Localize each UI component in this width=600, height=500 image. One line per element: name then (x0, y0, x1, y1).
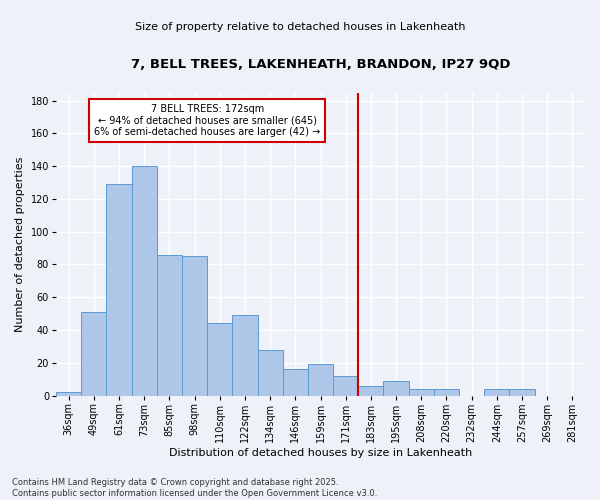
Bar (283, 370, 308, 396)
Bar (484, 389, 509, 396)
Bar (232, 315, 257, 396)
Bar (383, 381, 409, 396)
Bar (333, 376, 358, 396)
Bar (257, 350, 283, 396)
X-axis label: Distribution of detached houses by size in Lakenheath: Distribution of detached houses by size … (169, 448, 472, 458)
Bar (106, 184, 131, 396)
Title: 7, BELL TREES, LAKENHEATH, BRANDON, IP27 9QD: 7, BELL TREES, LAKENHEATH, BRANDON, IP27… (131, 58, 510, 70)
Text: Size of property relative to detached houses in Lakenheath: Size of property relative to detached ho… (135, 22, 465, 32)
Bar (308, 364, 333, 396)
Bar (509, 389, 535, 396)
Bar (81, 312, 106, 396)
Text: Contains HM Land Registry data © Crown copyright and database right 2025.
Contai: Contains HM Land Registry data © Crown c… (12, 478, 377, 498)
Y-axis label: Number of detached properties: Number of detached properties (15, 156, 25, 332)
Bar (157, 254, 182, 396)
Bar (207, 324, 232, 396)
Bar (358, 386, 383, 396)
Bar (434, 389, 459, 396)
Bar (182, 256, 207, 396)
Text: 7 BELL TREES: 172sqm
← 94% of detached houses are smaller (645)
6% of semi-detac: 7 BELL TREES: 172sqm ← 94% of detached h… (94, 104, 320, 137)
Bar (56, 392, 81, 396)
Bar (409, 389, 434, 396)
Bar (131, 166, 157, 396)
